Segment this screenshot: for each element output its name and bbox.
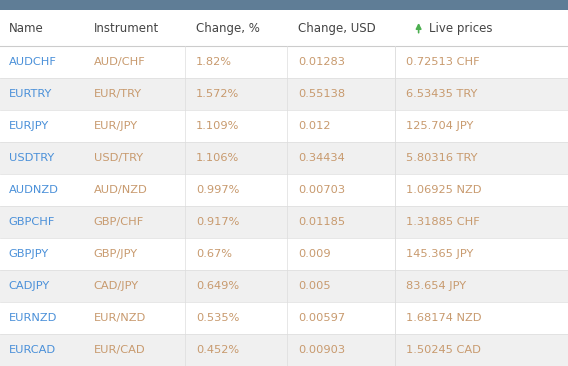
Text: 0.67%: 0.67% [196, 249, 232, 259]
Bar [0, 10, 568, 46]
Text: 0.012: 0.012 [298, 121, 331, 131]
Text: GBP/CHF: GBP/CHF [94, 217, 144, 227]
Text: EURTRY: EURTRY [9, 89, 52, 99]
Text: EURJPY: EURJPY [9, 121, 49, 131]
Text: 1.572%: 1.572% [196, 89, 239, 99]
Text: EURNZD: EURNZD [9, 313, 57, 323]
Text: USD/TRY: USD/TRY [94, 153, 143, 163]
Bar [0, 78, 568, 110]
Text: GBP/JPY: GBP/JPY [94, 249, 138, 259]
Bar [0, 174, 568, 206]
Text: EUR/JPY: EUR/JPY [94, 121, 138, 131]
Text: 1.06925 NZD: 1.06925 NZD [406, 185, 482, 195]
Bar [0, 302, 568, 334]
Text: 0.01185: 0.01185 [298, 217, 345, 227]
Text: 0.649%: 0.649% [196, 281, 239, 291]
Bar [0, 238, 568, 270]
Text: 1.31885 CHF: 1.31885 CHF [406, 217, 480, 227]
Text: USDTRY: USDTRY [9, 153, 54, 163]
Text: 125.704 JPY: 125.704 JPY [406, 121, 474, 131]
Text: 145.365 JPY: 145.365 JPY [406, 249, 474, 259]
Text: 1.50245 CAD: 1.50245 CAD [406, 345, 481, 355]
Bar [0, 0, 568, 10]
Text: 1.109%: 1.109% [196, 121, 239, 131]
Bar [0, 270, 568, 302]
Text: 0.00903: 0.00903 [298, 345, 345, 355]
Text: 1.106%: 1.106% [196, 153, 239, 163]
Text: 0.34434: 0.34434 [298, 153, 345, 163]
Text: EUR/TRY: EUR/TRY [94, 89, 142, 99]
Text: 83.654 JPY: 83.654 JPY [406, 281, 466, 291]
Text: Change, %: Change, % [196, 22, 260, 35]
Text: 0.00597: 0.00597 [298, 313, 345, 323]
Text: 1.68174 NZD: 1.68174 NZD [406, 313, 482, 323]
Text: 0.997%: 0.997% [196, 185, 239, 195]
Text: Change, USD: Change, USD [298, 22, 376, 35]
Text: 5.80316 TRY: 5.80316 TRY [406, 153, 478, 163]
Text: EURCAD: EURCAD [9, 345, 56, 355]
Text: 6.53435 TRY: 6.53435 TRY [406, 89, 478, 99]
Bar [0, 46, 568, 78]
Text: 0.01283: 0.01283 [298, 57, 345, 67]
Bar [0, 334, 568, 366]
Text: 0.00703: 0.00703 [298, 185, 345, 195]
Bar [0, 142, 568, 174]
Text: 0.452%: 0.452% [196, 345, 239, 355]
Text: 0.005: 0.005 [298, 281, 331, 291]
Text: 0.917%: 0.917% [196, 217, 239, 227]
Text: CAD/JPY: CAD/JPY [94, 281, 139, 291]
Text: Instrument: Instrument [94, 22, 159, 35]
Text: GBPCHF: GBPCHF [9, 217, 55, 227]
Text: EUR/NZD: EUR/NZD [94, 313, 146, 323]
Text: 1.82%: 1.82% [196, 57, 232, 67]
Text: 0.72513 CHF: 0.72513 CHF [406, 57, 480, 67]
Text: AUDNZD: AUDNZD [9, 185, 59, 195]
Text: AUDCHF: AUDCHF [9, 57, 56, 67]
Text: GBPJPY: GBPJPY [9, 249, 49, 259]
Bar [0, 110, 568, 142]
Text: Live prices: Live prices [429, 22, 492, 35]
Text: AUD/CHF: AUD/CHF [94, 57, 145, 67]
Text: 0.009: 0.009 [298, 249, 331, 259]
Text: AUD/NZD: AUD/NZD [94, 185, 148, 195]
Bar [0, 206, 568, 238]
Text: Name: Name [9, 22, 43, 35]
Text: CADJPY: CADJPY [9, 281, 50, 291]
Text: 0.55138: 0.55138 [298, 89, 345, 99]
Text: EUR/CAD: EUR/CAD [94, 345, 145, 355]
Text: 0.535%: 0.535% [196, 313, 239, 323]
